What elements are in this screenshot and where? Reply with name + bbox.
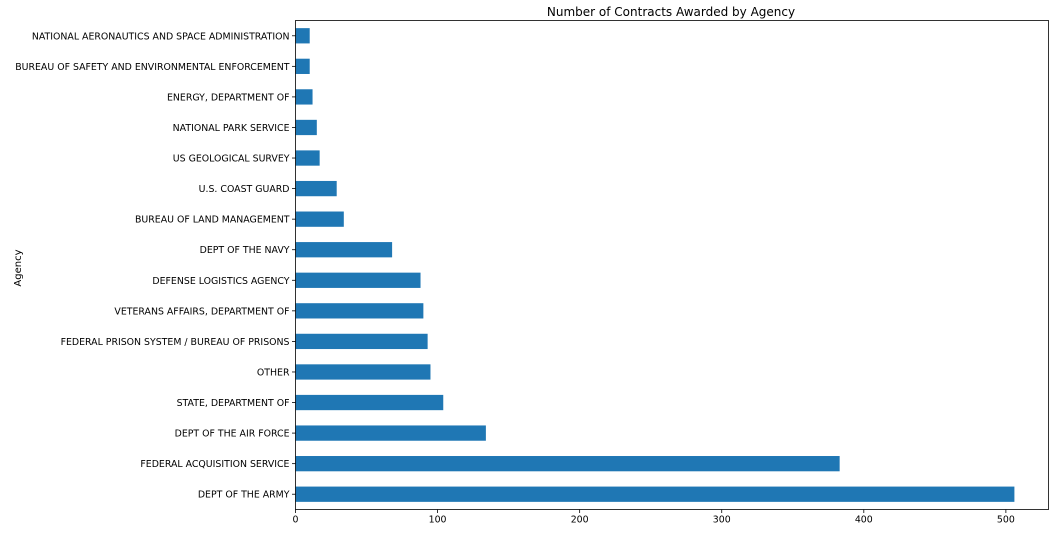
bar [295,272,421,288]
bar [295,425,486,441]
bar [295,89,313,105]
bar [295,211,344,227]
bar [295,486,1015,502]
chart-title: Number of Contracts Awarded by Agency [547,5,795,19]
plot-frame [295,20,1049,510]
y-tick-label: DEPT OF THE ARMY [198,490,290,501]
bar [295,456,840,472]
x-tick-label: 200 [571,515,589,526]
y-tick-label: DEPT OF THE AIR FORCE [175,429,290,440]
y-tick-label: FEDERAL ACQUISITION SERVICE [140,459,289,470]
bar [295,180,337,197]
y-tick-label: NATIONAL PARK SERVICE [173,123,290,134]
y-tick-label: DEFENSE LOGISTICS AGENCY [152,276,289,287]
bar [295,119,317,136]
bar [295,394,444,411]
bar [295,28,310,44]
y-tick-label: BUREAU OF LAND MANAGEMENT [135,215,290,226]
y-tick-label: NATIONAL AERONAUTICS AND SPACE ADMINISTR… [32,31,290,42]
bar [295,150,320,166]
x-tick-label: 300 [713,515,731,526]
category-labels-group: DEPT OF THE ARMY FEDERAL ACQUISITION SERV… [15,31,1015,525]
ticks-group [292,35,1007,513]
y-tick-label: FEDERAL PRISON SYSTEM / BUREAU OF PRISON… [61,337,290,348]
x-tick-label: 400 [855,515,873,526]
y-tick-label: DEPT OF THE NAVY [200,245,290,256]
bar [295,58,310,74]
y-tick-label: BUREAU OF SAFETY AND ENVIRONMENTAL ENFOR… [15,62,290,73]
bar [295,364,431,380]
y-tick-label: VETERANS AFFAIRS, DEPARTMENT OF [114,306,289,317]
bar [295,303,424,319]
y-tick-label: OTHER [257,367,290,378]
x-tick-label: 100 [429,515,447,526]
plot-border [295,20,1049,510]
y-tick-label: STATE, DEPARTMENT OF [177,398,290,409]
x-tick-label: 500 [997,515,1015,526]
bars-group [295,28,1015,502]
y-tick-label: US GEOLOGICAL SURVEY [173,154,290,165]
y-axis-label: Agency [13,249,24,286]
y-tick-label: ENERGY, DEPARTMENT OF [167,92,290,103]
x-tick-label: 0 [293,515,299,526]
bar [295,242,393,258]
y-tick-label: U.S. COAST GUARD [199,184,290,195]
bar [295,333,428,350]
